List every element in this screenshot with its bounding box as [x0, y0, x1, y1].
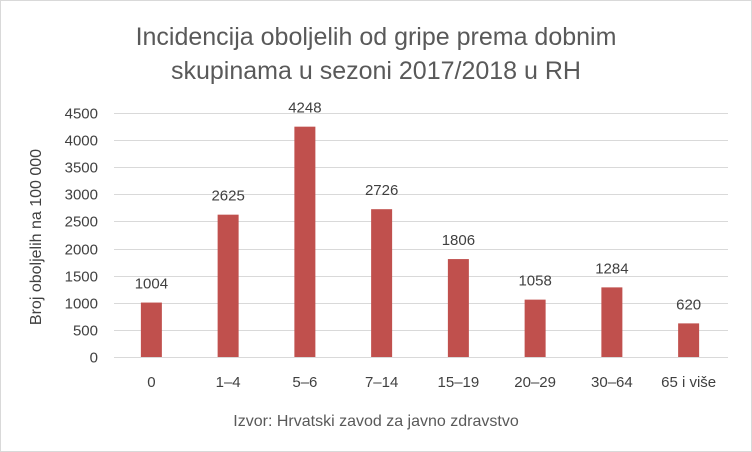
data-label-0: 1004 — [135, 276, 168, 293]
x-tick-label-0: 0 — [147, 374, 155, 391]
y-tick-label-0: 0 — [90, 350, 98, 367]
bar-0 — [140, 302, 162, 357]
x-tick-label-2: 5–6 — [292, 374, 317, 391]
data-label-3: 2726 — [365, 182, 398, 199]
bar-2 — [294, 126, 316, 357]
x-tick-label-4: 15–19 — [438, 374, 480, 391]
data-label-7: 620 — [676, 296, 701, 313]
bar-7 — [678, 323, 700, 357]
bar-5 — [524, 299, 546, 357]
data-label-2: 4248 — [288, 100, 321, 117]
source-note: Izvor: Hrvatski zavod za javno zdravstvo — [233, 413, 519, 430]
x-tick-label-7: 65 i više — [661, 374, 716, 391]
y-tick-label-5: 2500 — [65, 214, 98, 231]
y-tick-label-1: 500 — [73, 323, 98, 340]
chart-title-line-1: Incidencija oboljelih od gripe prema dob… — [135, 23, 617, 51]
x-tick-label-1: 1–4 — [216, 374, 241, 391]
x-tick-label-3: 7–14 — [365, 374, 398, 391]
x-tick-label-5: 20–29 — [514, 374, 556, 391]
y-tick-label-2: 1000 — [65, 296, 98, 313]
data-label-1: 2625 — [211, 188, 244, 205]
x-tick-label-6: 30–64 — [591, 374, 633, 391]
data-label-5: 1058 — [518, 273, 551, 290]
y-tick-label-8: 4000 — [65, 133, 98, 150]
chart-title-line-2: skupinama u sezoni 2017/2018 u RH — [171, 57, 581, 85]
y-tick-label-4: 2000 — [65, 242, 98, 259]
y-tick-label-3: 1500 — [65, 269, 98, 286]
bar-6 — [601, 287, 623, 357]
data-label-6: 1284 — [595, 260, 628, 277]
y-tick-label-9: 4500 — [65, 106, 98, 123]
y-tick-label-7: 3500 — [65, 160, 98, 177]
bar-1 — [217, 214, 239, 357]
data-label-4: 1806 — [442, 232, 475, 249]
bar-4 — [447, 259, 469, 357]
y-tick-label-6: 3000 — [65, 187, 98, 204]
bar-3 — [371, 209, 393, 357]
